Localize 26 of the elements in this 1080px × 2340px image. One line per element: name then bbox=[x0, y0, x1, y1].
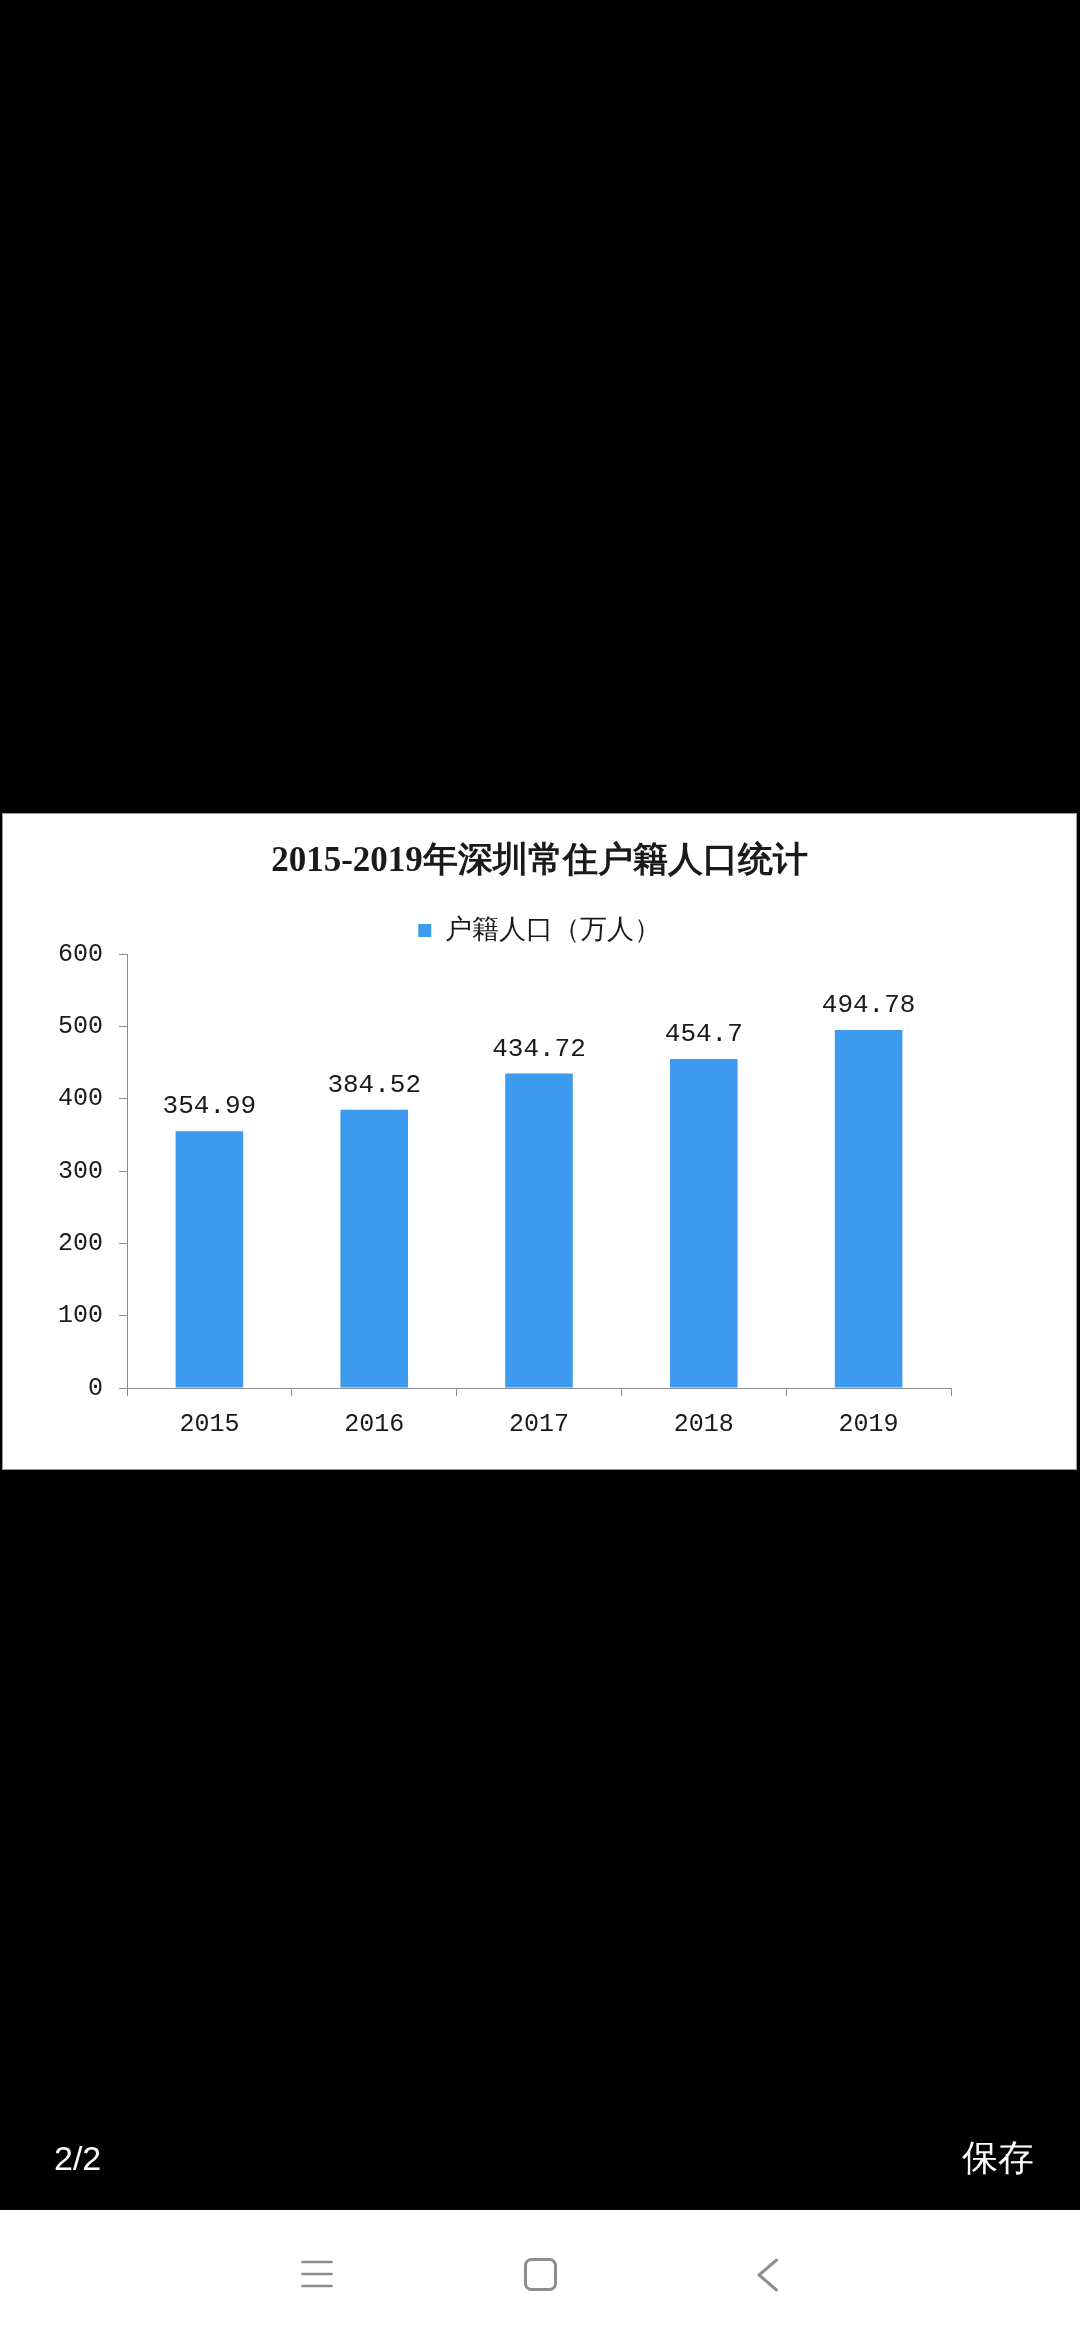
y-tick-label: 100 bbox=[57, 1301, 103, 1331]
x-tick-label: 2016 bbox=[344, 1409, 405, 1439]
data-label: 384.52 bbox=[327, 1069, 422, 1100]
data-label: 354.99 bbox=[162, 1091, 257, 1122]
bar bbox=[670, 1059, 738, 1388]
bar bbox=[340, 1109, 408, 1388]
x-tick-label: 2015 bbox=[179, 1409, 240, 1439]
bar bbox=[505, 1073, 573, 1388]
bar bbox=[834, 1030, 903, 1388]
x-tick-label: 2018 bbox=[673, 1409, 734, 1439]
y-tick-label: 200 bbox=[57, 1228, 103, 1258]
x-tick-label: 2019 bbox=[838, 1409, 899, 1439]
data-label: 454.7 bbox=[664, 1019, 743, 1050]
data-label: 434.72 bbox=[492, 1033, 586, 1064]
bar bbox=[175, 1131, 244, 1388]
data-label: 494.78 bbox=[821, 990, 916, 1021]
text: 2/2 bbox=[54, 2138, 102, 2179]
legend-label: 户籍人口（万人） bbox=[444, 913, 661, 944]
y-tick-label: 300 bbox=[57, 1156, 103, 1186]
chart-title: 2015-2019年深圳常住户籍人口统计 bbox=[271, 840, 808, 880]
y-tick-label: 600 bbox=[57, 939, 103, 969]
y-tick-label: 400 bbox=[57, 1084, 103, 1114]
x-tick-label: 2017 bbox=[508, 1409, 570, 1439]
y-tick-label: 0 bbox=[87, 1373, 103, 1403]
y-tick-label: 500 bbox=[57, 1011, 103, 1041]
text: 保存 bbox=[962, 2136, 1034, 2180]
